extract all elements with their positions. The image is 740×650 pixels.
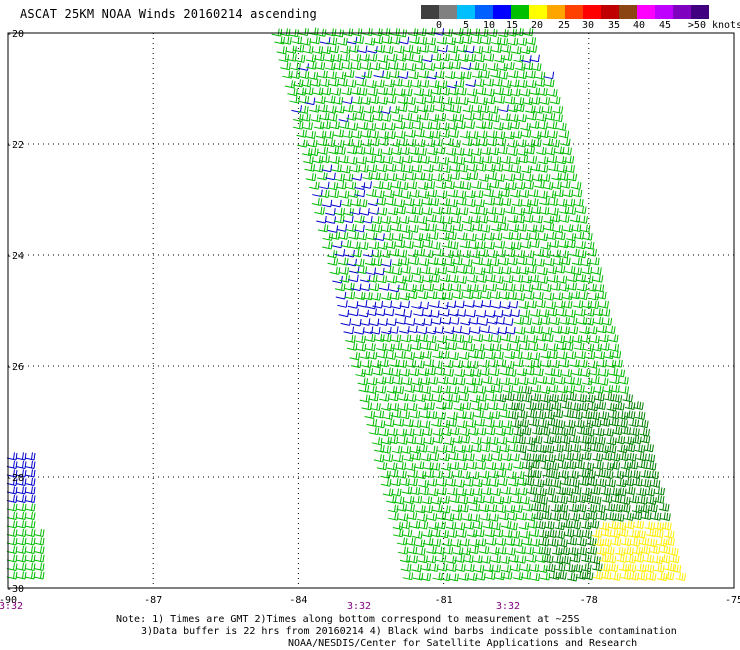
swath-time-label: 3:32 bbox=[0, 601, 23, 612]
swath-time-label: 3:32 bbox=[347, 601, 371, 612]
lat-tick-label: -24 bbox=[6, 251, 24, 262]
colorbar-label: 10 bbox=[482, 20, 496, 31]
axis-ticks: -90 -87 -84 -81 -78 -75 -20 -22 -24 -26 -28 -30 3:32… bbox=[0, 29, 740, 612]
colorbar-label: 35 bbox=[607, 20, 621, 31]
colorbar-swatch bbox=[637, 5, 655, 19]
map-title: ASCAT 25KM NOAA Winds 20160214 ascending bbox=[20, 7, 317, 21]
lon-tick-label: -90 bbox=[0, 595, 17, 606]
colorbar-swatch bbox=[457, 5, 475, 19]
lon-tick-label: -78 bbox=[580, 595, 598, 606]
colorbar-label: 5 bbox=[462, 20, 470, 31]
colorbar-swatch bbox=[493, 5, 511, 19]
note-line-2: 3)Data buffer is 22 hrs from 20160214 4)… bbox=[141, 626, 677, 637]
colorbar-swatch bbox=[583, 5, 601, 19]
colorbar-swatch bbox=[511, 5, 529, 19]
colorbar-swatch bbox=[655, 5, 673, 19]
wind-speed-colorbar bbox=[421, 5, 709, 19]
lon-tick-label: -75 bbox=[725, 595, 740, 606]
colorbar-swatch bbox=[691, 5, 709, 19]
colorbar-label: 15 bbox=[505, 20, 519, 31]
lon-tick-label: -87 bbox=[144, 595, 162, 606]
colorbar-swatch bbox=[601, 5, 619, 19]
colorbar-swatch bbox=[673, 5, 691, 19]
colorbar-swatch bbox=[529, 5, 547, 19]
colorbar-label: 45 bbox=[658, 20, 672, 31]
lon-tick-label: -84 bbox=[289, 595, 307, 606]
map-frame bbox=[7, 32, 735, 589]
swath-time-label: 3:32 bbox=[496, 601, 520, 612]
colorbar-label: 20 bbox=[530, 20, 544, 31]
colorbar-swatch bbox=[619, 5, 637, 19]
colorbar-swatch bbox=[547, 5, 565, 19]
colorbar-label: 30 bbox=[581, 20, 595, 31]
colorbar-label: >50 knots bbox=[687, 20, 740, 31]
colorbar-label: 25 bbox=[557, 20, 571, 31]
lat-tick-label: -28 bbox=[6, 473, 24, 484]
colorbar-swatch bbox=[439, 5, 457, 19]
note-line-1: Note: 1) Times are GMT 2)Times along bot… bbox=[116, 614, 580, 625]
lat-tick-label: -20 bbox=[6, 29, 24, 40]
lat-tick-label: -30 bbox=[6, 584, 24, 595]
note-line-3: NOAA/NESDIS/Center for Satellite Applica… bbox=[288, 638, 638, 649]
colorbar-label: 0 bbox=[435, 20, 443, 31]
wind-barbs bbox=[6, 27, 687, 582]
lat-tick-label: -26 bbox=[6, 362, 24, 373]
colorbar-swatch bbox=[565, 5, 583, 19]
colorbar-swatch bbox=[421, 5, 439, 19]
lon-tick-label: -81 bbox=[435, 595, 453, 606]
lat-tick-label: -22 bbox=[6, 140, 24, 151]
colorbar-label: 40 bbox=[632, 20, 646, 31]
colorbar-swatch bbox=[475, 5, 493, 19]
